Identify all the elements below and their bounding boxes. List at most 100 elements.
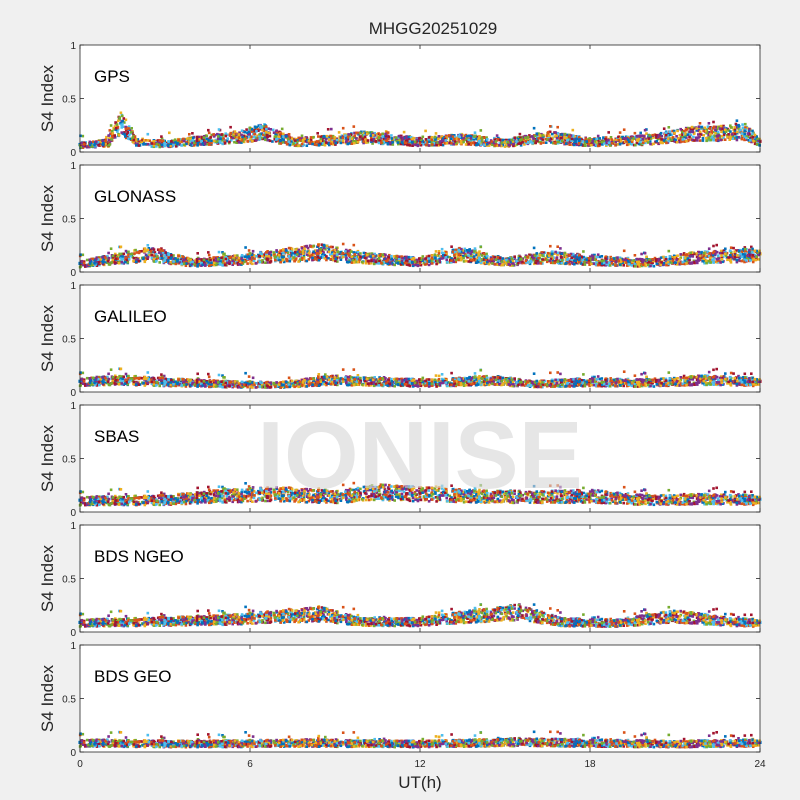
scatter-point [757,258,760,261]
scatter-point [584,259,587,263]
scatter-point [549,137,553,141]
scatter-point [174,257,177,260]
scatter-point [692,127,695,130]
scatter-point [201,142,205,145]
scatter-point [134,138,138,141]
scatter-point [246,253,250,256]
scatter-point [636,265,640,268]
scatter-point [568,135,571,138]
scatter-point [124,260,127,264]
scatter-point [473,131,477,134]
scatter-point [501,138,505,142]
scatter-point [614,140,618,144]
scatter-point [676,129,679,133]
scatter-point [617,139,620,142]
scatter-point [628,140,631,144]
scatter-point [421,139,424,143]
scatter-point [577,254,581,257]
scatter-point [97,256,101,260]
scatter-point [430,141,433,144]
scatter-point [757,139,760,143]
scatter-point [699,256,702,259]
scatter-point [158,256,162,260]
scatter-point [109,247,113,250]
scatter-point [453,135,457,139]
scatter-point [704,130,707,133]
scatter-point [510,141,513,144]
scatter-point [321,142,325,145]
scatter-point [140,140,144,144]
scatter-point [134,248,137,252]
scatter-point [515,140,518,143]
scatter-point [656,137,660,141]
scatter-point [669,137,672,140]
scatter-point [498,142,502,145]
scatter-point [462,251,465,255]
scatter-point [269,256,273,260]
scatter-point [150,256,154,260]
scatter-point [690,126,694,129]
scatter-point [405,143,409,146]
scatter-point [493,138,496,142]
scatter-point [705,128,708,131]
scatter-point [459,250,463,254]
scatter-point [184,264,188,267]
scatter-point [716,130,720,134]
scatter-point [493,262,497,266]
scatter-point [338,252,341,256]
scatter-point [539,142,543,145]
scatter-point [552,261,555,265]
scatter-point [684,253,688,257]
scatter-point [191,141,194,145]
scatter-point [697,254,701,257]
scatter-point [652,142,655,146]
scatter-point [258,133,261,136]
scatter-point [553,141,557,145]
scatter-point [260,132,263,136]
scatter-point [745,126,749,130]
scatter-point [684,132,687,135]
scatter-point [558,141,561,144]
scatter-point [348,134,351,138]
scatter-point [232,135,235,138]
scatter-point [361,133,365,137]
scatter-point [464,138,468,142]
scatter-point [639,131,642,135]
scatter-point [709,133,712,136]
scatter-point [548,130,552,134]
scatter-point [195,137,199,141]
scatter-point [375,132,378,136]
scatter-point [454,260,457,264]
scatter-point [245,128,248,131]
scatter-point [170,140,173,143]
scatter-point [589,257,593,261]
scatter-point [200,135,203,139]
scatter-point [334,143,337,146]
scatter-point [542,253,545,257]
scatter-point [384,132,387,136]
scatter-point [372,262,376,266]
scatter-point [411,144,414,147]
scatter-point [276,137,279,140]
scatter-point [727,133,730,136]
scatter-point [427,256,430,260]
scatter-point [132,259,135,263]
scatter-point [541,262,544,265]
scatter-point [604,257,607,260]
scatter-point [556,245,559,248]
scatter-point [491,262,494,265]
scatter-point [121,252,124,256]
scatter-point [363,256,367,260]
scatter-point [163,254,166,257]
scatter-point [172,141,175,145]
scatter-point [412,257,416,260]
scatter-point [373,256,376,260]
scatter-point [468,248,471,252]
scatter-point [144,258,147,261]
scatter-point [274,140,278,143]
scatter-point [672,137,676,141]
scatter-point [187,137,190,140]
scatter-point [251,249,255,253]
scatter-point [357,253,360,256]
scatter-point [371,142,374,145]
